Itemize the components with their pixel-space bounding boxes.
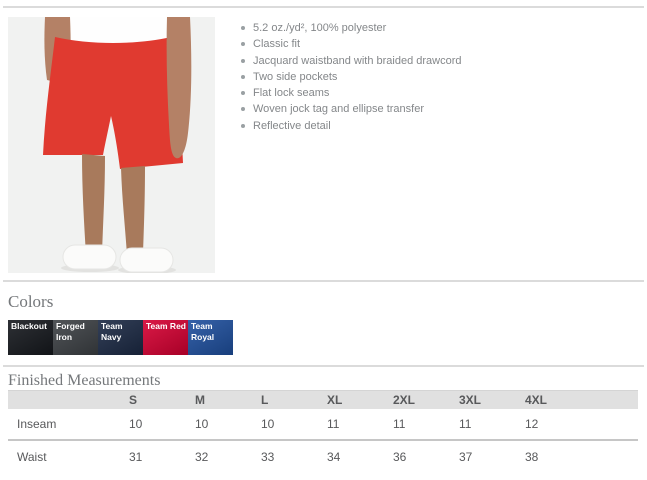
left-shoe-shape <box>62 244 117 270</box>
swatch-label: Blackout <box>11 321 47 331</box>
top-divider <box>3 6 644 8</box>
measurements-body: Inseam 10 10 10 11 11 11 12 Waist 31 32 33 34 36 37 38 <box>8 409 638 473</box>
product-image <box>8 17 215 274</box>
measurement-value: 32 <box>195 450 209 464</box>
measurement-value: 38 <box>525 450 539 464</box>
colors-divider <box>3 280 644 282</box>
feature-item: Reflective detail <box>239 118 462 134</box>
measurements-heading: Finished Measurements <box>8 372 161 389</box>
product-overview: 5.2 oz./yd², 100% polyester Classic fit Ja… <box>8 17 647 274</box>
size-column-header: XL <box>325 390 391 409</box>
swatch-label: Team Navy <box>101 321 123 342</box>
shirt-shape <box>56 17 170 50</box>
measurement-value: 10 <box>193 409 259 441</box>
color-swatch-team-navy[interactable]: Team Navy <box>98 320 143 355</box>
measurement-row: Inseam 10 10 10 11 11 11 12 <box>8 409 638 441</box>
measurements-divider <box>3 365 644 367</box>
measurement-value: 33 <box>261 450 275 464</box>
measurement-row: Waist 31 32 33 34 36 37 38 <box>8 440 638 473</box>
measurement-value: 34 <box>327 450 341 464</box>
measurement-value: 37 <box>459 450 473 464</box>
swatch-label: Forged Iron <box>56 321 85 342</box>
feature-item: Flat lock seams <box>239 85 462 101</box>
feature-list: 5.2 oz./yd², 100% polyester Classic fit Ja… <box>215 20 462 134</box>
color-swatch-team-red[interactable]: Team Red <box>143 320 188 355</box>
feature-item: Classic fit <box>239 36 462 52</box>
measurement-value: 36 <box>393 450 407 464</box>
measurement-value: 10 <box>259 409 325 441</box>
size-column-header: L <box>259 390 325 409</box>
colors-heading: Colors <box>8 292 54 311</box>
color-swatch-forged-iron[interactable]: Forged Iron <box>53 320 98 355</box>
right-shoe-shape <box>119 247 174 273</box>
measurements-table: S M L XL 2XL 3XL 4XL Inseam 10 10 10 11 11 11 12 Waist… <box>8 390 638 473</box>
measurement-value: 12 <box>523 409 638 441</box>
size-column-header: S <box>127 390 193 409</box>
feature-item: Jacquard waistband with braided drawcord <box>239 53 462 69</box>
size-header-row: S M L XL 2XL 3XL 4XL <box>8 390 638 409</box>
left-leg-shape <box>82 154 105 255</box>
right-leg-shape <box>121 166 145 255</box>
right-arm-shape <box>166 17 192 159</box>
measurement-row-label: Waist <box>17 450 47 464</box>
feature-item: Two side pockets <box>239 69 462 85</box>
size-column-header: 3XL <box>457 390 523 409</box>
measurement-value: 11 <box>325 409 391 441</box>
measurement-value: 10 <box>127 409 193 441</box>
size-column-header: 4XL <box>523 390 638 409</box>
measurement-value: 11 <box>391 409 457 441</box>
measurement-row-label: Inseam <box>8 409 127 441</box>
measurement-value: 31 <box>129 450 143 464</box>
measurement-value: 11 <box>457 409 523 441</box>
model-photo-illustration <box>8 17 215 274</box>
color-swatch-blackout[interactable]: Blackout <box>8 320 53 355</box>
size-column-header: 2XL <box>391 390 457 409</box>
feature-item: Woven jock tag and ellipse transfer <box>239 101 462 117</box>
swatch-label: Team Royal <box>191 321 215 342</box>
feature-item: 5.2 oz./yd², 100% polyester <box>239 20 462 36</box>
size-column-header: M <box>193 390 259 409</box>
color-swatch-team-royal[interactable]: Team Royal <box>188 320 233 355</box>
corner-header-cell <box>8 390 127 409</box>
swatch-row: Blackout Forged Iron Team Navy Team Red Team… <box>8 320 647 355</box>
red-shorts-shape <box>43 37 183 169</box>
swatch-label: Team Red <box>146 321 186 331</box>
